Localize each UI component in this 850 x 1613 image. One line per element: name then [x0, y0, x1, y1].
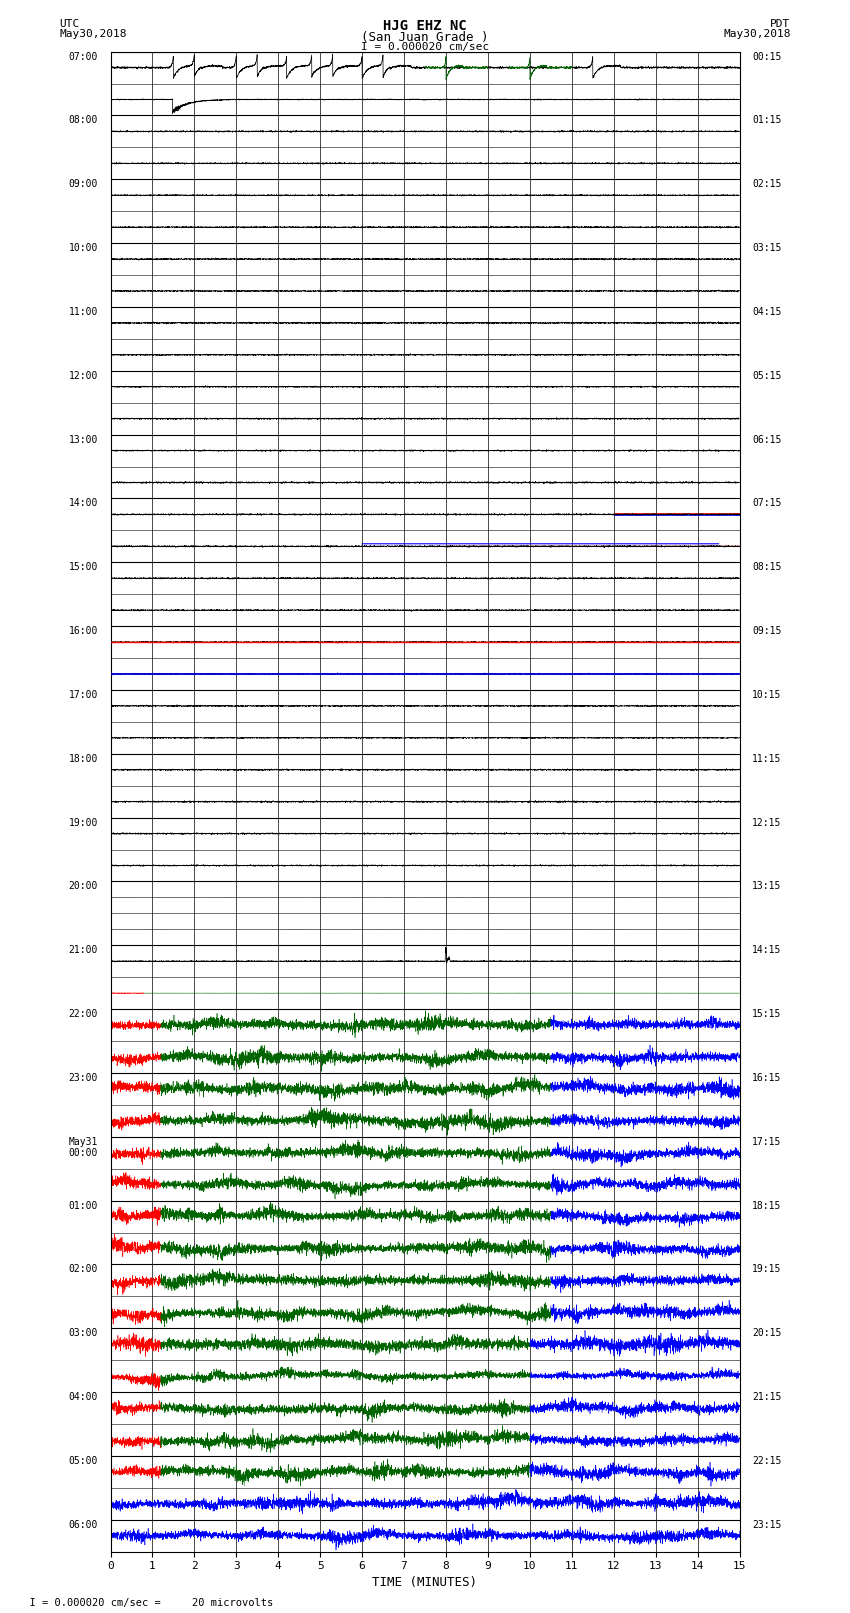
- Text: 21:15: 21:15: [752, 1392, 781, 1402]
- Text: May31
00:00: May31 00:00: [69, 1137, 98, 1158]
- Text: 06:00: 06:00: [69, 1519, 98, 1529]
- Text: 08:00: 08:00: [69, 116, 98, 126]
- Text: 04:00: 04:00: [69, 1392, 98, 1402]
- Text: 20:00: 20:00: [69, 881, 98, 892]
- Text: 12:00: 12:00: [69, 371, 98, 381]
- Text: 16:00: 16:00: [69, 626, 98, 636]
- Text: 04:15: 04:15: [752, 306, 781, 316]
- Text: May30,2018: May30,2018: [723, 29, 791, 39]
- Text: (San Juan Grade ): (San Juan Grade ): [361, 31, 489, 44]
- Text: 22:00: 22:00: [69, 1010, 98, 1019]
- Text: 03:15: 03:15: [752, 244, 781, 253]
- Text: 06:15: 06:15: [752, 434, 781, 445]
- Text: 07:15: 07:15: [752, 498, 781, 508]
- Text: 09:00: 09:00: [69, 179, 98, 189]
- Text: 01:00: 01:00: [69, 1200, 98, 1211]
- Text: 02:00: 02:00: [69, 1265, 98, 1274]
- Text: 07:00: 07:00: [69, 52, 98, 61]
- Text: 20:15: 20:15: [752, 1327, 781, 1339]
- Text: 10:00: 10:00: [69, 244, 98, 253]
- Text: 02:15: 02:15: [752, 179, 781, 189]
- Text: UTC: UTC: [60, 19, 80, 29]
- Text: I = 0.000020 cm/sec: I = 0.000020 cm/sec: [361, 42, 489, 52]
- Text: 01:15: 01:15: [752, 116, 781, 126]
- Text: 14:15: 14:15: [752, 945, 781, 955]
- Text: 09:15: 09:15: [752, 626, 781, 636]
- Text: 11:15: 11:15: [752, 753, 781, 765]
- Text: 10:15: 10:15: [752, 690, 781, 700]
- Text: 21:00: 21:00: [69, 945, 98, 955]
- Text: May30,2018: May30,2018: [60, 29, 127, 39]
- Text: 19:00: 19:00: [69, 818, 98, 827]
- X-axis label: TIME (MINUTES): TIME (MINUTES): [372, 1576, 478, 1589]
- Text: 22:15: 22:15: [752, 1457, 781, 1466]
- Text: 16:15: 16:15: [752, 1073, 781, 1082]
- Text: HJG EHZ NC: HJG EHZ NC: [383, 19, 467, 34]
- Text: 03:00: 03:00: [69, 1327, 98, 1339]
- Text: 18:15: 18:15: [752, 1200, 781, 1211]
- Text: 11:00: 11:00: [69, 306, 98, 316]
- Text: I = 0.000020 cm/sec =     20 microvolts: I = 0.000020 cm/sec = 20 microvolts: [17, 1598, 273, 1608]
- Text: 00:15: 00:15: [752, 52, 781, 61]
- Text: 08:15: 08:15: [752, 563, 781, 573]
- Text: 14:00: 14:00: [69, 498, 98, 508]
- Text: 05:15: 05:15: [752, 371, 781, 381]
- Text: 23:15: 23:15: [752, 1519, 781, 1529]
- Text: 13:15: 13:15: [752, 881, 781, 892]
- Text: 15:00: 15:00: [69, 563, 98, 573]
- Text: 05:00: 05:00: [69, 1457, 98, 1466]
- Text: 17:00: 17:00: [69, 690, 98, 700]
- Text: 12:15: 12:15: [752, 818, 781, 827]
- Text: 15:15: 15:15: [752, 1010, 781, 1019]
- Text: 17:15: 17:15: [752, 1137, 781, 1147]
- Text: 13:00: 13:00: [69, 434, 98, 445]
- Text: 23:00: 23:00: [69, 1073, 98, 1082]
- Text: 19:15: 19:15: [752, 1265, 781, 1274]
- Text: 18:00: 18:00: [69, 753, 98, 765]
- Text: PDT: PDT: [770, 19, 790, 29]
